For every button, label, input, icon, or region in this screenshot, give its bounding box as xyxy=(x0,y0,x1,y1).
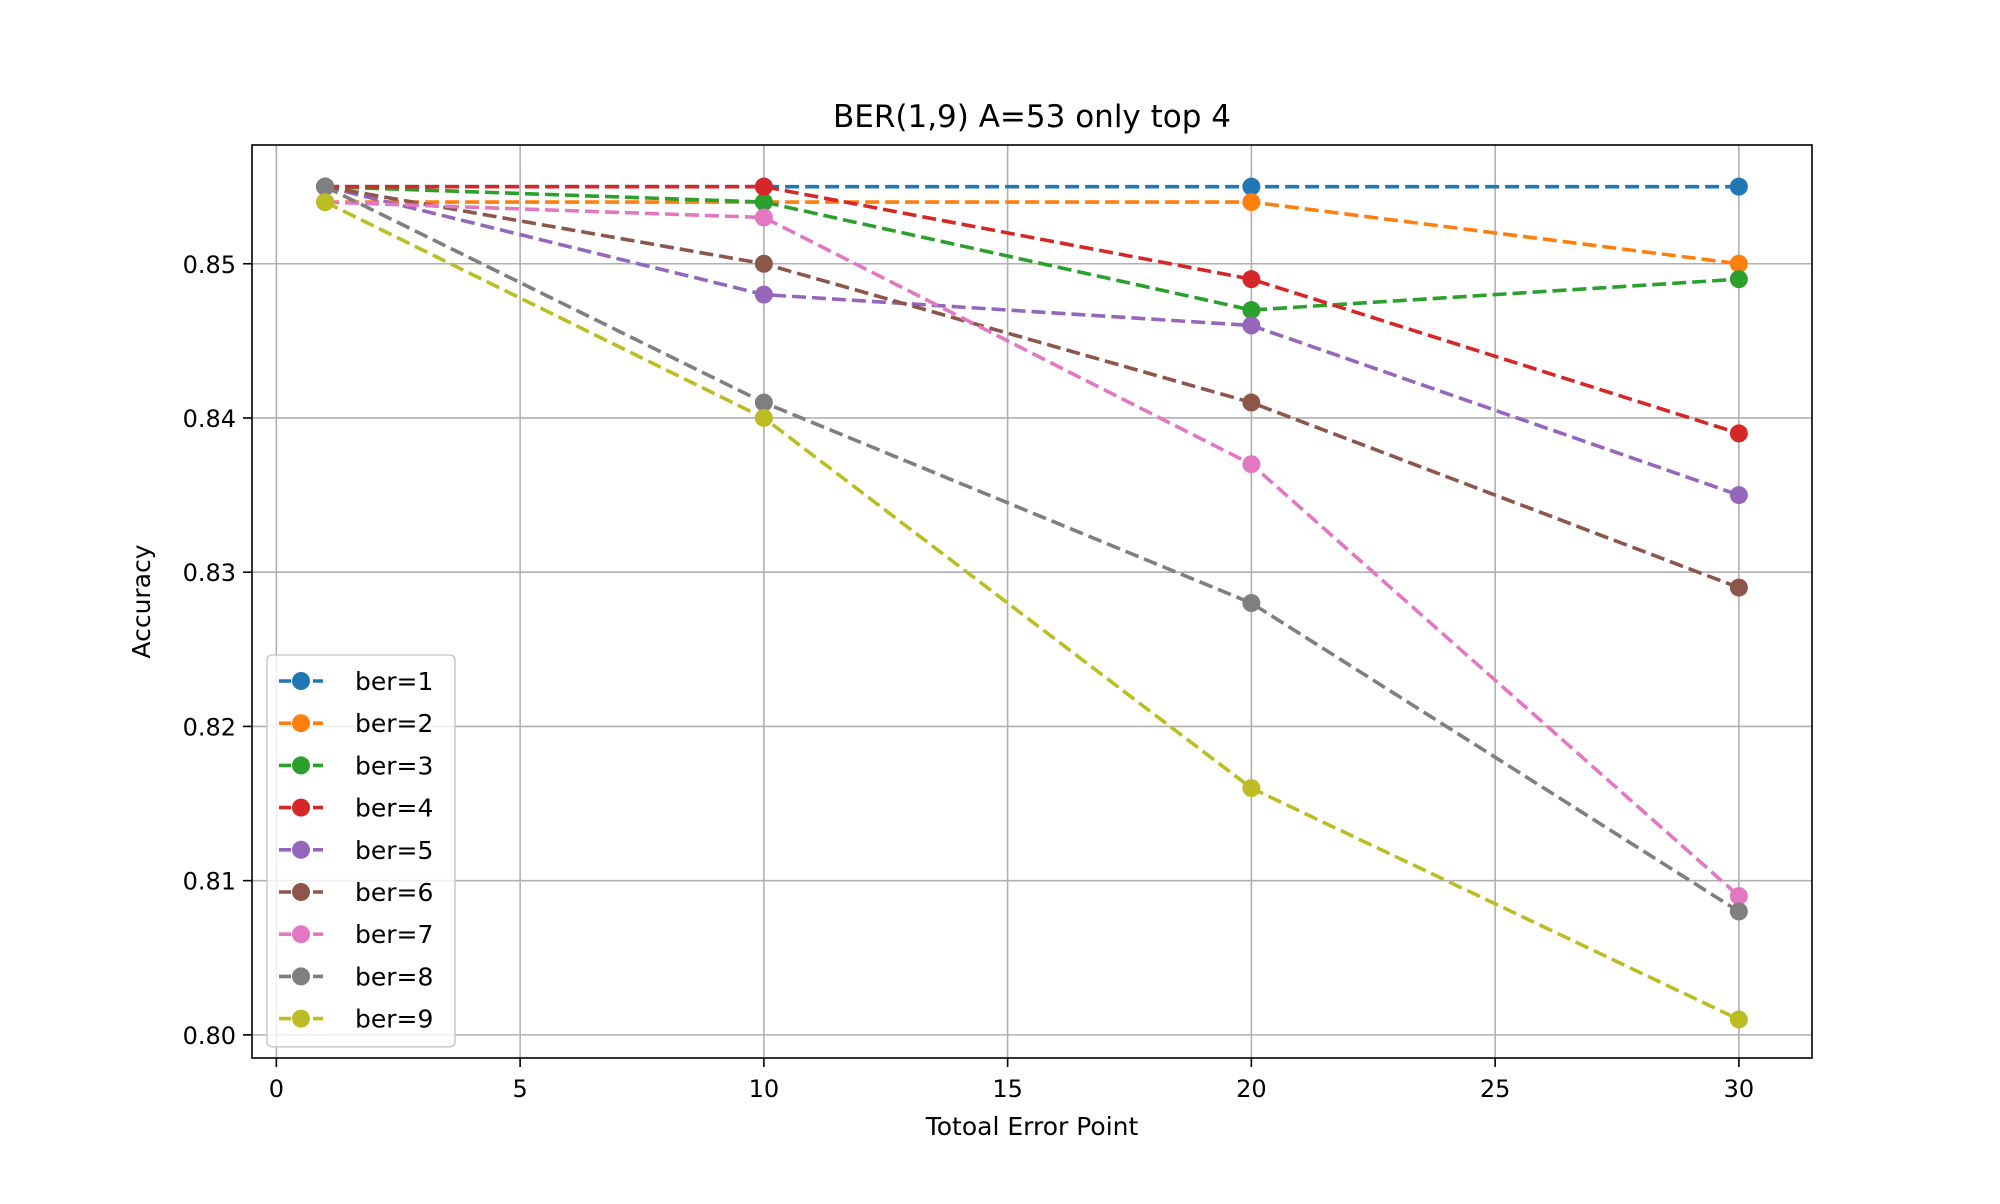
data-point xyxy=(1242,455,1261,474)
series-line xyxy=(325,184,1740,436)
legend-marker xyxy=(292,925,310,944)
data-point xyxy=(1729,1010,1748,1029)
data-point xyxy=(754,254,773,273)
y-tick-label: 0.81 xyxy=(183,868,236,896)
chart-title: BER(1,9) A=53 only top 4 xyxy=(833,99,1231,135)
series-line xyxy=(324,184,1740,590)
series-line xyxy=(325,184,1739,312)
x-tick-label: 15 xyxy=(992,1075,1023,1103)
legend-item: ber=3 xyxy=(279,751,433,780)
legend-label: ber=1 xyxy=(355,667,433,696)
y-tick-label: 0.85 xyxy=(183,251,236,279)
x-tick-label: 0 xyxy=(269,1075,284,1103)
legend-item: ber=6 xyxy=(279,878,433,907)
data-point xyxy=(1729,486,1748,505)
legend-marker xyxy=(292,756,310,775)
series-line xyxy=(324,200,1740,1022)
data-point xyxy=(1729,578,1748,597)
y-axis-label: Accuracy xyxy=(127,544,156,658)
legend-label: ber=5 xyxy=(355,836,433,865)
x-tick-label: 25 xyxy=(1480,1075,1511,1103)
legend-item: ber=2 xyxy=(279,709,433,738)
legend-label: ber=7 xyxy=(355,920,433,949)
x-tick-label: 10 xyxy=(749,1075,780,1103)
series-layer xyxy=(316,177,1748,1029)
series-line xyxy=(325,200,1741,898)
legend-marker xyxy=(292,1009,310,1028)
legend: ber=1 ber=2 ber=3 ber=4 ber=5 ber=6 ber=7 ber=8… xyxy=(266,654,456,1048)
legend-marker xyxy=(292,672,310,690)
series-ber-8 xyxy=(316,177,1748,921)
series-line xyxy=(324,185,1740,914)
legend-marker xyxy=(292,967,310,986)
data-point xyxy=(754,285,773,304)
y-tick-label: 0.80 xyxy=(183,1022,236,1050)
x-tick-label: 30 xyxy=(1724,1075,1755,1103)
series-ber-9 xyxy=(316,193,1748,1029)
legend-item: ber=7 xyxy=(279,920,433,949)
data-point xyxy=(1729,902,1748,921)
data-point xyxy=(754,177,773,196)
legend-label: ber=2 xyxy=(355,709,433,738)
x-axis-label: Totoal Error Point xyxy=(925,1112,1139,1141)
y-tick-label: 0.82 xyxy=(183,713,236,741)
data-point xyxy=(1242,270,1261,289)
legend-label: ber=6 xyxy=(355,878,433,907)
legend-item: ber=5 xyxy=(279,836,433,865)
data-point xyxy=(1729,177,1748,196)
data-point xyxy=(754,393,773,412)
legend-marker xyxy=(292,798,310,817)
data-point xyxy=(316,193,335,212)
y-tick-label: 0.83 xyxy=(183,559,236,587)
plot-frame xyxy=(251,144,1813,1059)
series-line xyxy=(324,184,1740,497)
ticks: 0 5 10 15 20 25 30 0.80 0.81 0.82 0.83 0.84 0.85 xyxy=(183,251,1755,1103)
legend-label: ber=8 xyxy=(355,962,433,991)
legend-item: ber=8 xyxy=(279,962,433,991)
data-point xyxy=(1242,301,1261,320)
data-point xyxy=(1242,393,1261,412)
data-point xyxy=(1242,316,1261,335)
legend-label: ber=9 xyxy=(355,1005,433,1034)
legend-item: ber=9 xyxy=(279,1005,433,1034)
legend-label: ber=3 xyxy=(355,751,433,780)
data-point xyxy=(1242,193,1261,212)
legend-marker xyxy=(292,883,310,901)
y-tick-label: 0.84 xyxy=(183,405,236,433)
legend-marker xyxy=(292,840,310,859)
data-point xyxy=(1729,270,1748,289)
series-line xyxy=(325,200,1740,266)
legend-label: ber=4 xyxy=(355,794,433,823)
legend-box xyxy=(266,654,456,1048)
data-point xyxy=(1729,254,1748,273)
legend-marker xyxy=(292,714,310,733)
data-point xyxy=(754,408,773,427)
data-point xyxy=(1729,424,1748,443)
legend-item: ber=4 xyxy=(279,794,433,823)
data-point xyxy=(316,177,335,196)
data-point xyxy=(1242,594,1261,613)
data-point xyxy=(1242,779,1261,798)
x-tick-label: 20 xyxy=(1236,1075,1267,1103)
data-point xyxy=(754,208,773,227)
legend-item: ber=1 xyxy=(279,667,433,696)
data-point xyxy=(1242,177,1261,196)
data-point xyxy=(1729,887,1748,906)
data-point xyxy=(754,193,773,212)
x-tick-label: 5 xyxy=(512,1075,527,1103)
